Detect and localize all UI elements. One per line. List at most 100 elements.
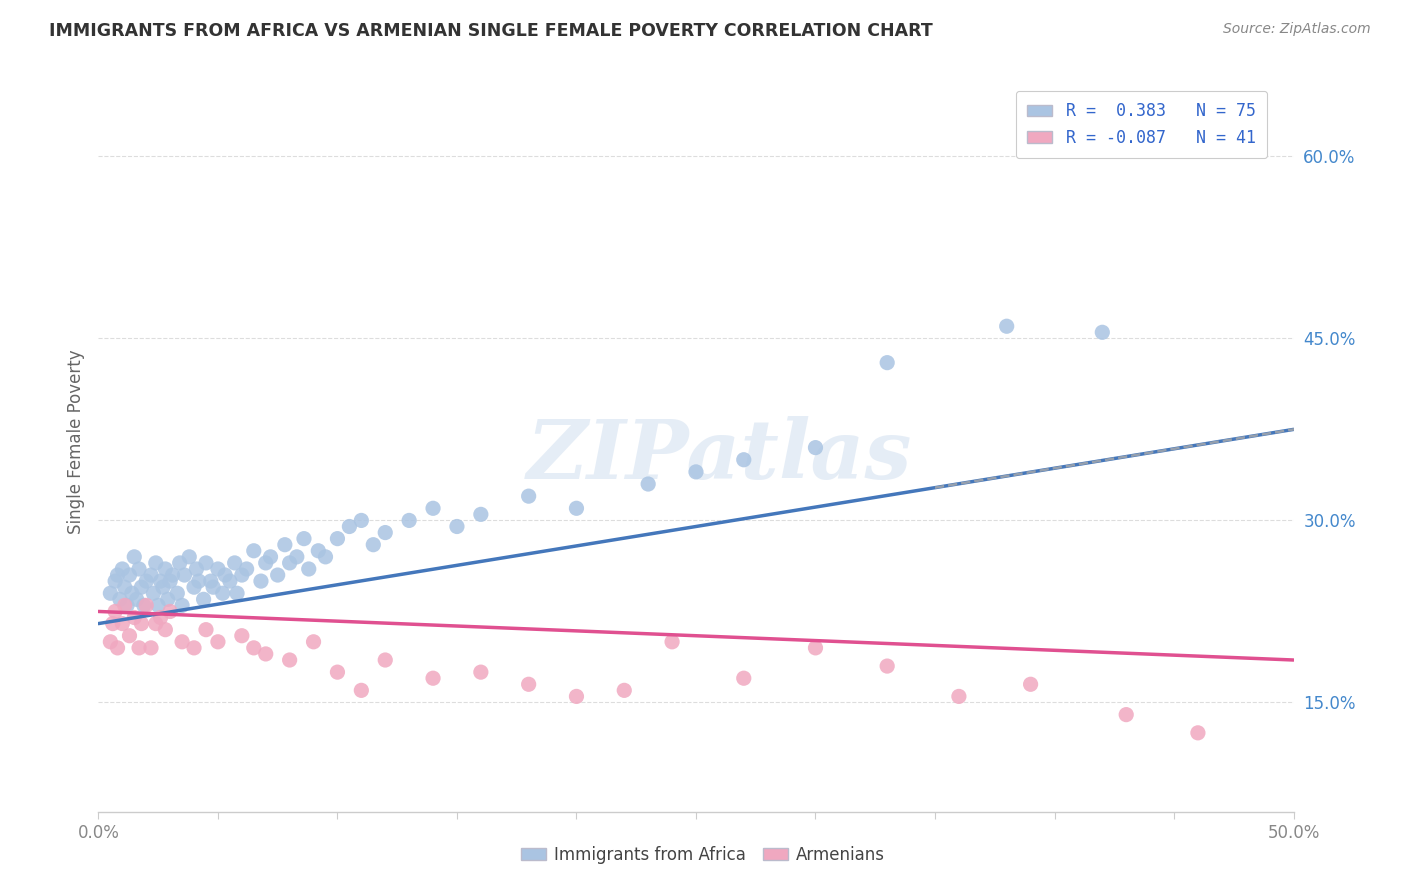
Point [285,549,308,564]
Point [517,489,540,503]
Point [207,562,229,576]
Point [107,640,129,655]
Point [374,525,396,540]
Point [155,562,177,576]
Point [315,549,337,564]
Point [156,592,179,607]
Point [121,586,143,600]
Point [243,543,266,558]
Point [339,519,361,533]
Point [145,616,167,631]
Point [166,586,188,600]
Point [326,665,349,680]
Point [363,538,385,552]
Point [292,532,315,546]
Point [470,665,492,680]
Point [565,501,588,516]
Point [224,556,246,570]
Point [995,319,1018,334]
Point [243,640,266,655]
Point [135,599,157,613]
Text: ZIPatlas: ZIPatlas [527,417,912,496]
Point [169,556,191,570]
Point [470,508,492,522]
Point [107,568,129,582]
Point [302,635,325,649]
Point [278,556,301,570]
Point [202,580,225,594]
Point [307,543,329,558]
Point [231,568,253,582]
Point [565,690,588,704]
Point [446,519,468,533]
Legend: R =  0.383   N = 75, R = -0.087   N = 41: R = 0.383 N = 75, R = -0.087 N = 41 [1015,91,1267,159]
Point [131,616,153,631]
Point [186,562,208,576]
Point [235,562,257,576]
Point [661,635,683,649]
Point [139,640,162,655]
Point [128,562,150,576]
Point [131,580,153,594]
Point [195,556,218,570]
Point [398,513,420,527]
Point [278,653,301,667]
Point [101,616,124,631]
Point [183,640,205,655]
Point [104,574,127,588]
Point [298,562,321,576]
Point [118,629,141,643]
Point [637,477,659,491]
Point [162,568,184,582]
Y-axis label: Single Female Poverty: Single Female Poverty [66,350,84,533]
Point [274,538,297,552]
Point [211,586,233,600]
Point [207,635,229,649]
Point [159,574,181,588]
Point [219,574,242,588]
Point [148,599,170,613]
Point [733,452,755,467]
Point [350,683,373,698]
Point [326,532,349,546]
Point [422,501,444,516]
Point [259,549,281,564]
Point [685,465,707,479]
Point [98,586,122,600]
Point [135,574,157,588]
Point [733,671,755,685]
Point [350,513,373,527]
Point [173,568,195,582]
Point [114,580,136,594]
Point [517,677,540,691]
Text: Source: ZipAtlas.com: Source: ZipAtlas.com [1223,22,1371,37]
Point [104,604,127,618]
Point [613,683,636,698]
Point [187,574,209,588]
Point [128,640,150,655]
Point [111,562,134,576]
Point [876,356,898,370]
Point [183,580,205,594]
Point [254,647,277,661]
Point [125,592,148,607]
Point [195,623,218,637]
Point [108,592,131,607]
Point [145,556,167,570]
Text: IMMIGRANTS FROM AFRICA VS ARMENIAN SINGLE FEMALE POVERTY CORRELATION CHART: IMMIGRANTS FROM AFRICA VS ARMENIAN SINGL… [49,22,934,40]
Point [214,568,236,582]
Point [876,659,898,673]
Point [254,556,277,570]
Point [155,623,177,637]
Point [1115,707,1137,722]
Point [422,671,444,685]
Point [250,574,273,588]
Point [804,441,827,455]
Point [98,635,122,649]
Point [231,629,253,643]
Point [193,592,215,607]
Point [172,635,194,649]
Point [142,586,165,600]
Point [267,568,290,582]
Point [159,604,181,618]
